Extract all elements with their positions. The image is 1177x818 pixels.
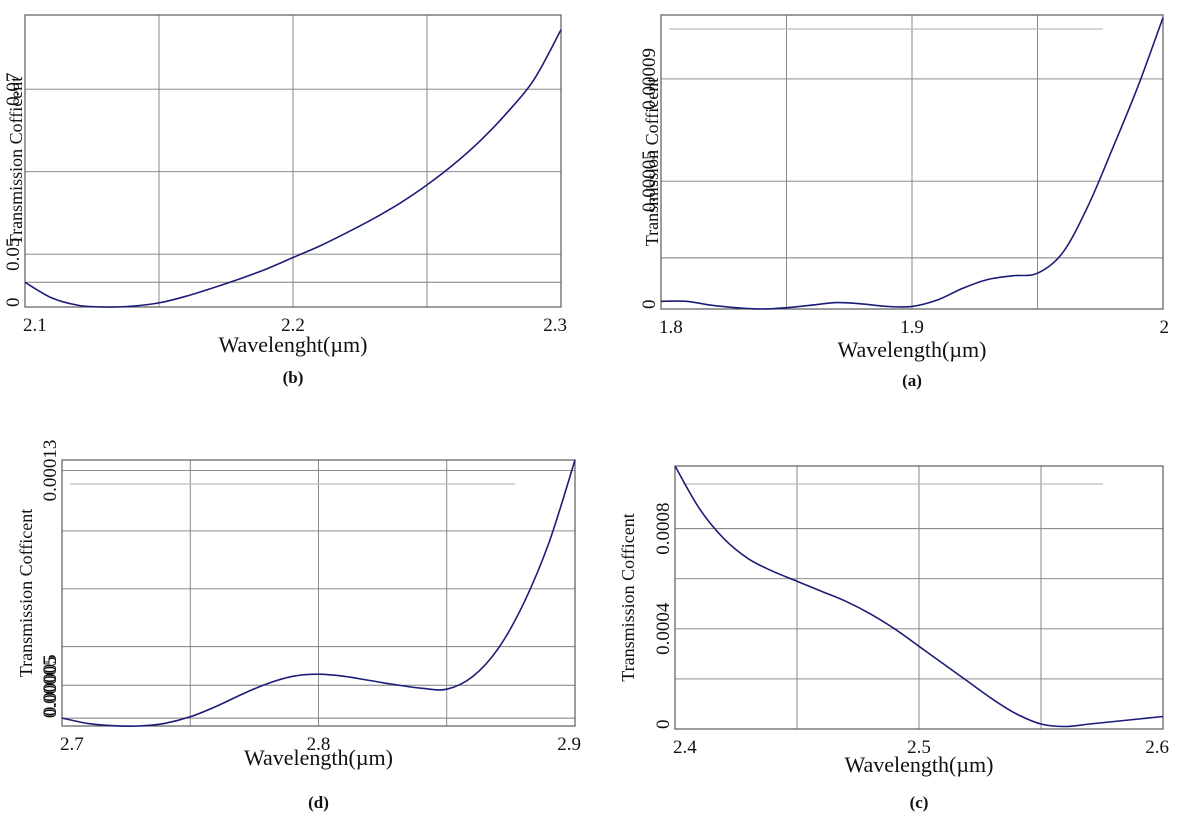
y-axis-title: Transmission Cofficent [618,513,638,682]
x-tick-label: 2.3 [543,315,567,336]
x-tick-label: 2.9 [557,734,581,755]
y-tick-label: 0.0004 [653,602,674,655]
y-tick-label: 0.0008 [653,502,674,554]
x-tick-label: 2.7 [60,734,84,755]
x-tick-label: 2.5 [907,737,931,758]
x-tick-label: 2.8 [307,734,331,755]
y-tick-label: 0.07 [3,73,24,106]
x-axis-title: Wavelength(µm) [244,745,393,770]
y-tick-label: 0.00005 [639,150,660,212]
chart-panel-d: 2.7 2.8 2.90.000050.000050.00013Wavelength… [16,440,581,812]
x-axis-title: Wavelength(µm) [838,337,987,362]
y-tick-label: 0.00009 [639,48,660,110]
x-tick-label: 2 [1160,317,1170,338]
y-tick-label: 0 [639,300,660,310]
transmission-curve [24,29,562,308]
transmission-curve [674,465,1164,728]
panel-label: (d) [308,793,329,812]
chart-panel-a: 1.8 1.9 2 0 0.00005 0.00009 Wavelength(µm) Tran… [639,14,1170,390]
y-axis-title: Transmission Cofficent [642,78,662,247]
transmission-curve [61,459,576,728]
x-tick-label: 2.4 [673,737,697,758]
y-tick-label: 0.00005 [40,654,61,716]
chart-panel-b: 2.1 2.2 2.3 0 0.05 0.07 Wavelenght(µm) Transmis… [3,14,567,387]
x-tick-label: 2.2 [281,315,305,336]
y-tick-label: 0 [3,298,24,308]
panel-label: (b) [283,368,304,387]
panel-label: (c) [910,793,929,812]
plot-frame [24,14,562,308]
x-tick-label: 1.8 [659,317,683,338]
chart-panel-c: 2.4 2.5 2.6 0 0.0004 0.0008 Wavelength(µm) Tran… [618,465,1169,812]
y-axis-title: Transmission Cofficent [6,77,26,246]
plot-frame [660,14,1164,310]
y-tick-label: 0.00013 [40,440,61,502]
x-axis-title: Wavelength(µm) [845,752,994,777]
plot-frame [674,465,1164,730]
y-axis-title: Transmission Cofficent [16,509,36,678]
x-tick-label: 2.6 [1145,737,1169,758]
x-tick-label: 1.9 [900,317,924,338]
x-axis-title: Wavelenght(µm) [219,332,368,357]
x-tick-label: 2.1 [23,315,47,336]
y-tick-label: 0.00005 [40,656,61,718]
panel-label: (a) [902,371,922,390]
y-tick-label: 0.05 [3,238,24,271]
plot-frame [61,459,576,727]
y-tick-label: 0 [653,720,674,730]
transmission-curve [660,17,1164,310]
